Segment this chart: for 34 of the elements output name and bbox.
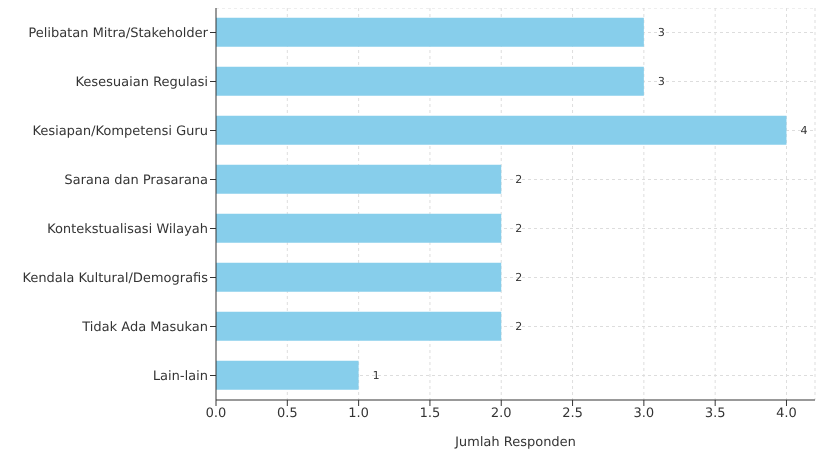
x-tick-label: 0.5 bbox=[276, 406, 298, 422]
y-tick-label: Kendala Kultural/Demografis bbox=[22, 271, 208, 286]
y-tick-label: Kesiapan/Kompetensi Guru bbox=[32, 124, 208, 140]
bar bbox=[216, 214, 502, 243]
data-label: 1 bbox=[372, 369, 380, 382]
data-label: 2 bbox=[515, 320, 522, 334]
x-tick-label: 2.0 bbox=[490, 406, 512, 422]
bar bbox=[216, 262, 502, 292]
data-label: 2 bbox=[515, 271, 522, 284]
x-tick-label: 3.5 bbox=[704, 406, 726, 422]
bar bbox=[216, 18, 644, 47]
x-tick-label: 2.5 bbox=[562, 406, 583, 422]
y-tick-label: Lain-lain bbox=[152, 369, 208, 384]
bar bbox=[216, 360, 359, 390]
x-tick-label: 1.5 bbox=[420, 406, 440, 422]
bar bbox=[216, 312, 502, 341]
y-tick-label: Kontekstualisasi Wilayah bbox=[47, 222, 208, 238]
data-label: 4 bbox=[800, 124, 808, 138]
y-tick-label: Kesesuaian Regulasi bbox=[76, 75, 208, 90]
data-label: 2 bbox=[515, 173, 522, 186]
y-tick-label: Tidak Ada Masukan bbox=[81, 320, 208, 336]
y-tick-label: Pelibatan Mitra/Stakeholder bbox=[28, 26, 209, 42]
y-tick-label: Sarana dan Prasarana bbox=[64, 173, 208, 188]
data-label: 2 bbox=[515, 222, 522, 236]
x-tick-label: 3.0 bbox=[634, 406, 654, 422]
bar bbox=[216, 66, 644, 96]
bar bbox=[216, 116, 786, 145]
data-label: 3 bbox=[658, 75, 665, 88]
x-tick-label: 1.0 bbox=[348, 406, 369, 422]
x-tick-label: 4.0 bbox=[776, 406, 797, 422]
bar bbox=[216, 164, 502, 194]
x-axis-title: Jumlah Responden bbox=[454, 435, 576, 450]
data-label: 3 bbox=[658, 26, 665, 40]
x-tick-label: 0.0 bbox=[206, 406, 226, 422]
